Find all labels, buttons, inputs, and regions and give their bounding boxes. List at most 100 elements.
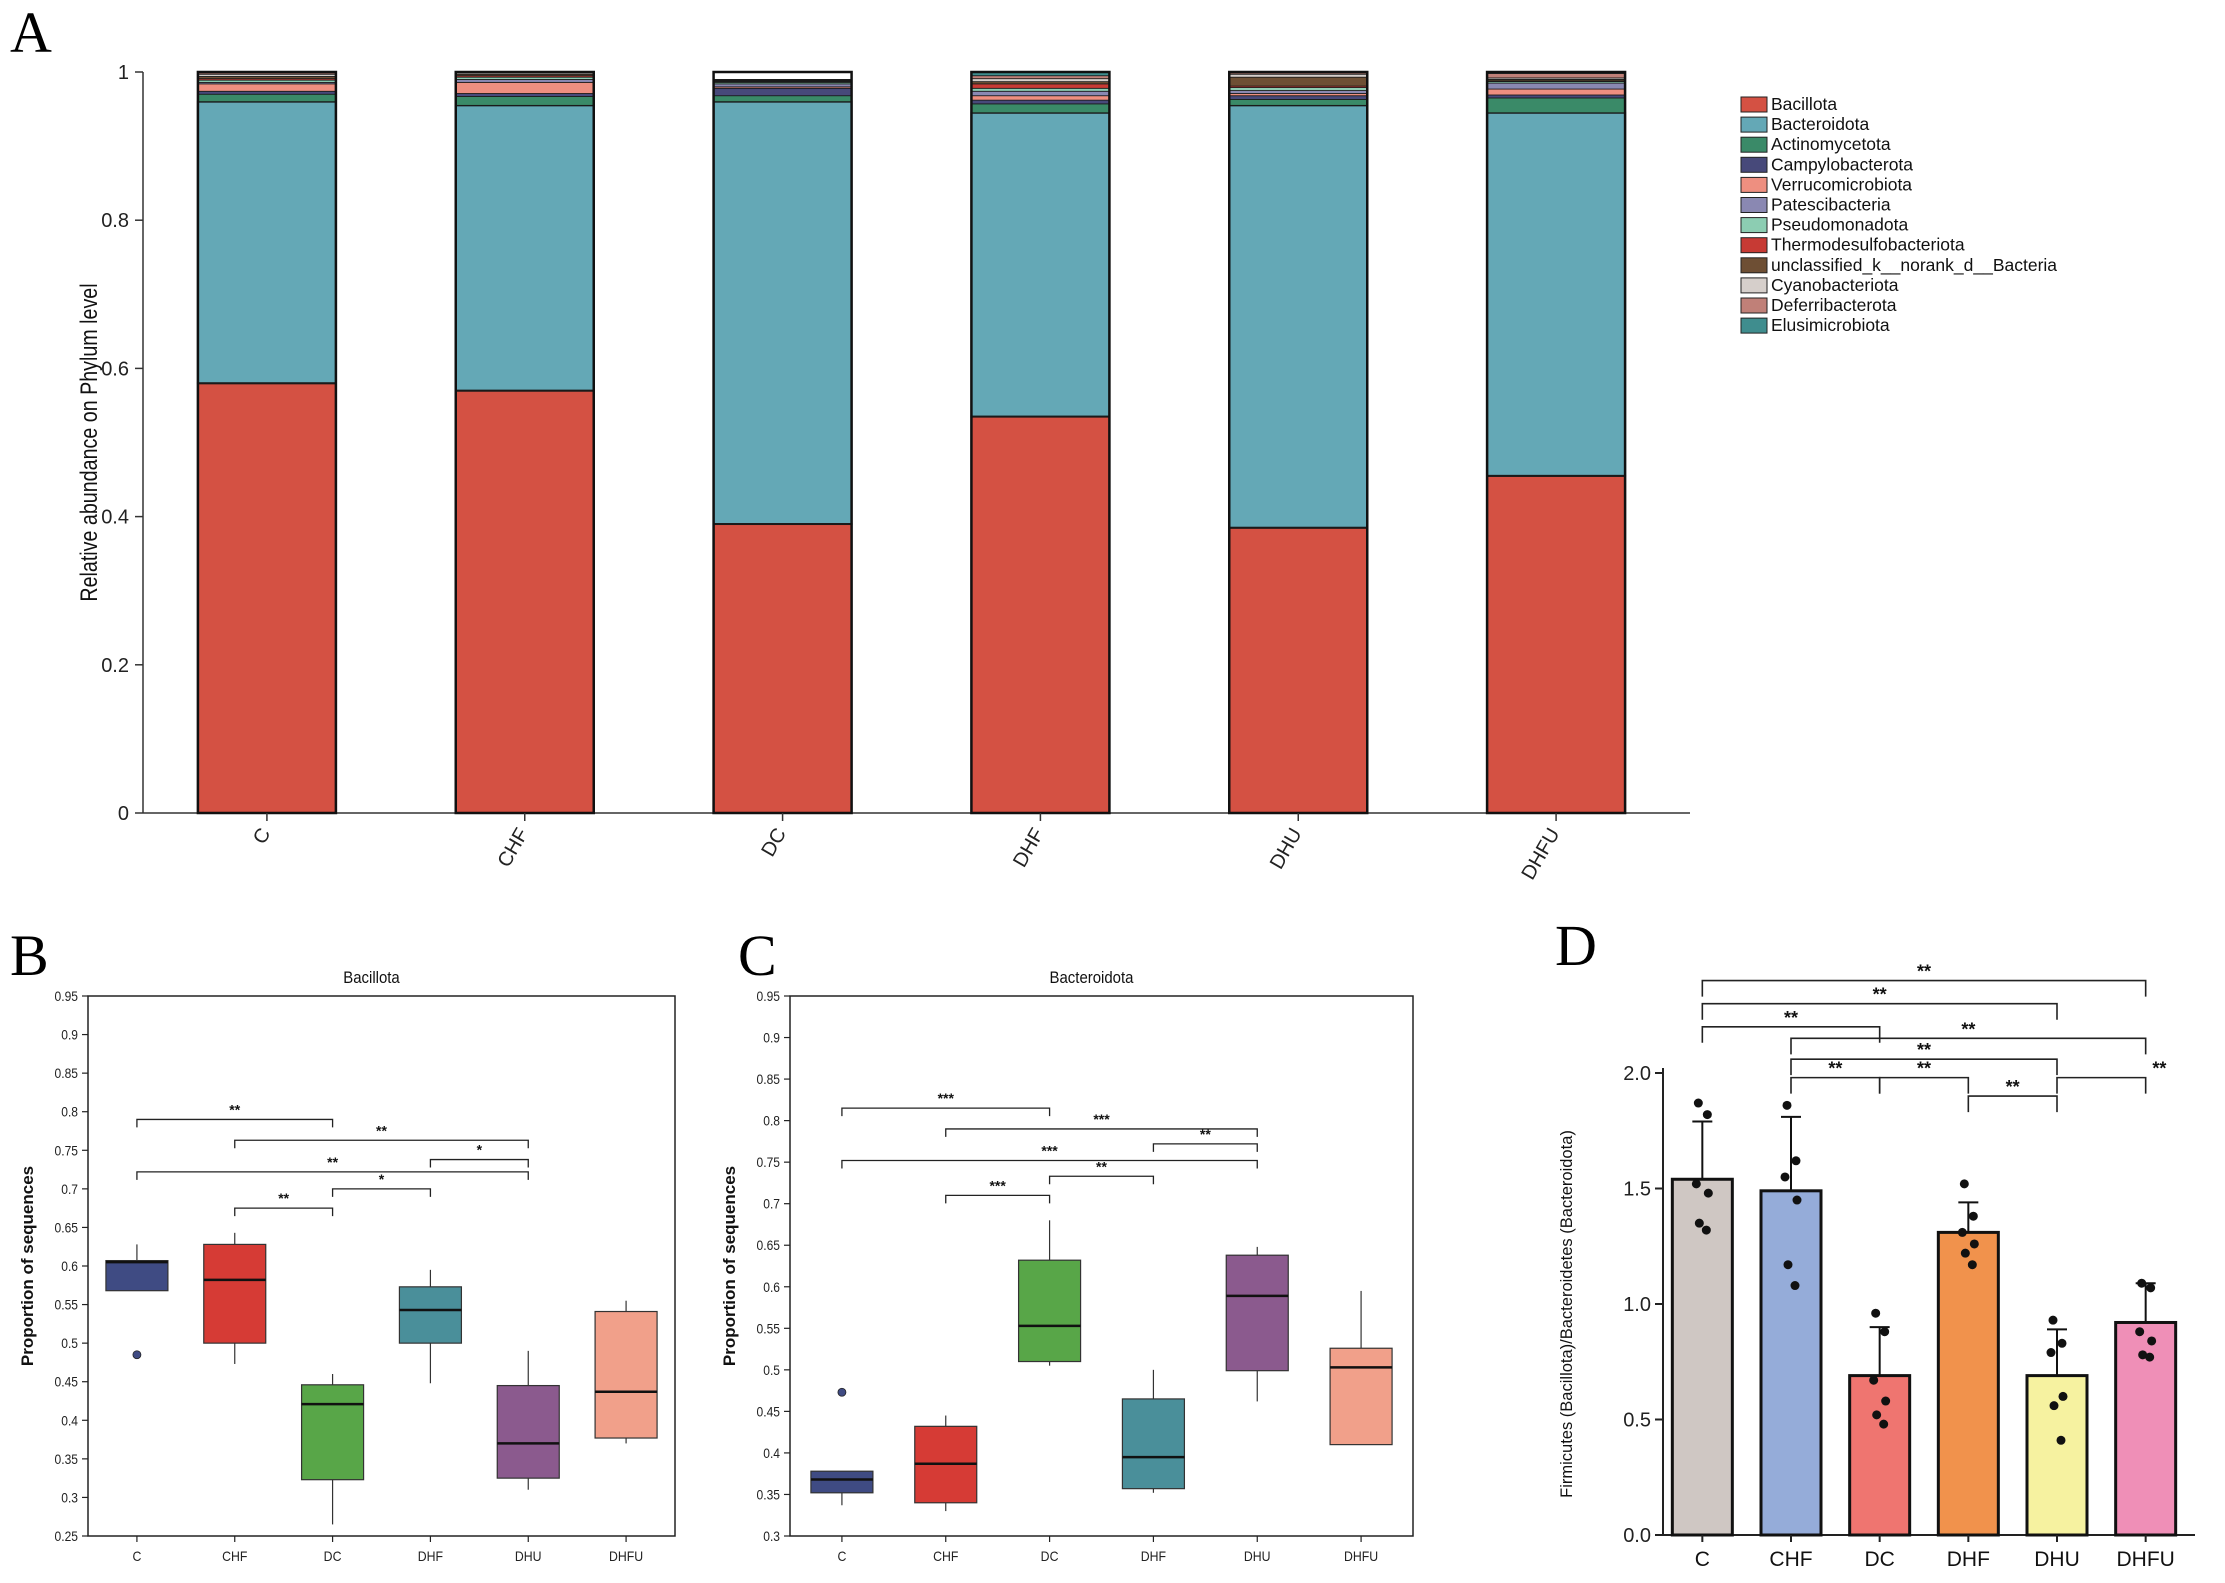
bar-segment-unclassified-k-norank-d-bacteria: [1228, 76, 1368, 87]
x-tick-label: DHF: [1947, 1548, 1990, 1571]
y-tick-label: 0.6: [61, 1258, 78, 1274]
bar-segment-actinomycetota: [713, 95, 852, 103]
legend-swatch-actinomycetota: [1740, 136, 1768, 153]
significance-label: **: [278, 1190, 289, 1206]
significance-label: ***: [938, 1090, 955, 1106]
legend-label: Patescibacteria: [1771, 195, 1891, 215]
y-tick-label: 0.7: [61, 1181, 78, 1197]
significance-label: *: [477, 1142, 483, 1158]
bar-segment-thermodesulfobacteriota: [971, 83, 1110, 89]
box-chf: [203, 1243, 267, 1344]
data-point: [1703, 1188, 1713, 1198]
stacked-bar-chart-phylum: 0 0.2 0.4 0.6 0.8 1 Relative abundance on Phyl…: [75, 62, 2057, 884]
bar-segment-campylobacterota: [197, 90, 337, 95]
y-tick-label: 1: [118, 62, 129, 84]
y-tick-label: 0.95: [757, 988, 780, 1004]
legend-swatch-verrucomicrobiota: [1740, 176, 1768, 193]
data-point: [1881, 1396, 1891, 1406]
bar-segment-bacteroidota: [1228, 104, 1369, 529]
y-tick-label: 0.0: [1623, 1525, 1651, 1547]
data-point: [2145, 1352, 2155, 1362]
data-point: [1702, 1110, 1712, 1120]
panel-label-a: A: [10, 0, 52, 65]
legend-label: Bacillota: [1771, 94, 1837, 114]
bar-segment-actinomycetota: [1228, 99, 1368, 106]
significance-label: **: [1961, 1019, 1975, 1039]
bar-dc: [1848, 1374, 1912, 1537]
data-point: [1792, 1195, 1802, 1205]
y-tick-label: 0.9: [763, 1030, 780, 1046]
significance-label: **: [1917, 1059, 1931, 1079]
data-point: [1880, 1327, 1890, 1337]
panel-label-c: C: [738, 923, 777, 988]
panel-label-b: B: [10, 923, 49, 988]
y-tick-label: 0.35: [757, 1487, 780, 1503]
x-tick-label: DC: [1041, 1548, 1059, 1564]
legend-swatch-bacillota: [1740, 96, 1768, 113]
x-tick-label: DHU: [1244, 1548, 1271, 1564]
y-axis-title: Proportion of sequences: [18, 1166, 37, 1366]
bar-segment-bacillota: [196, 382, 337, 814]
legend-swatch-thermodesulfobacteriota: [1740, 237, 1768, 254]
x-tick-label: DHFU: [1518, 825, 1565, 884]
data-point: [1959, 1179, 1969, 1189]
significance-label: ***: [989, 1177, 1006, 1193]
y-tick-label: 0.55: [757, 1320, 780, 1336]
y-tick-label: 0.95: [55, 988, 78, 1004]
bar-segment-deferribacterota: [971, 75, 1110, 80]
box-dhfu: [1329, 1347, 1393, 1446]
significance-label: **: [229, 1101, 240, 1117]
legend-swatch-campylobacterota: [1740, 156, 1768, 173]
x-tick-label: CHF: [933, 1548, 958, 1564]
legend-swatch-elusimicrobiota: [1740, 317, 1768, 334]
significance-label: *: [379, 1171, 385, 1187]
plot-frame: [789, 995, 1414, 1537]
bar-c: [1670, 1177, 1734, 1537]
data-point: [1701, 1225, 1711, 1235]
data-point: [1960, 1248, 1970, 1258]
bar-segment-patescibacteria: [1228, 90, 1368, 94]
panel-label-d: D: [1555, 913, 1597, 978]
box-dhu: [1225, 1254, 1289, 1372]
box-dc: [1017, 1259, 1082, 1363]
bar-segment-bacillota: [970, 415, 1111, 814]
bar-segment-bacteroidota: [970, 111, 1111, 418]
data-point: [2137, 1278, 2147, 1288]
y-tick-label: 0.65: [757, 1237, 780, 1253]
box-dc: [300, 1384, 365, 1481]
y-tick-label: 0.6: [763, 1279, 780, 1295]
legend-swatch-pseudomonadota: [1740, 217, 1768, 234]
legend-label: Verrucomicrobiota: [1771, 174, 1912, 194]
y-tick-label: 0.45: [55, 1374, 78, 1390]
bar-segment-patescibacteria: [455, 79, 595, 83]
significance-bracket: [429, 1158, 529, 1168]
x-tick-label: DHFU: [609, 1548, 643, 1564]
significance-bracket: [1152, 1143, 1258, 1152]
y-tick-label: 0: [118, 803, 129, 825]
plot-frame: [87, 995, 676, 1537]
significance-bracket: [1790, 1037, 2147, 1055]
x-tick-label: CHF: [1769, 1548, 1812, 1571]
bar-segment-bacteroidota: [1486, 111, 1627, 477]
significance-label: **: [2006, 1077, 2020, 1097]
x-tick-label: DHF: [418, 1548, 443, 1564]
data-point: [2046, 1348, 2056, 1358]
y-tick-label: 0.65: [55, 1220, 78, 1236]
significance-label: **: [376, 1122, 387, 1138]
y-tick-label: 2.0: [1623, 1063, 1651, 1085]
data-point: [2048, 1315, 2058, 1325]
y-tick-label: 0.85: [55, 1065, 78, 1081]
significance-label: ***: [1093, 1111, 1110, 1127]
data-point: [2146, 1283, 2156, 1293]
y-tick-label: 0.5: [763, 1362, 780, 1378]
bar-segment-actinomycetota: [971, 103, 1110, 114]
legend-swatch-patescibacteria: [1740, 197, 1768, 213]
data-point: [1869, 1375, 1879, 1385]
bar-segment-bacillota: [454, 389, 595, 814]
bar-segment-patescibacteria: [1486, 82, 1626, 90]
significance-bracket: [331, 1188, 432, 1197]
y-tick-label: 0.5: [1623, 1410, 1651, 1432]
y-tick-label: 0.35: [55, 1451, 78, 1467]
data-point: [1691, 1179, 1701, 1189]
significance-bracket: [234, 1139, 529, 1149]
